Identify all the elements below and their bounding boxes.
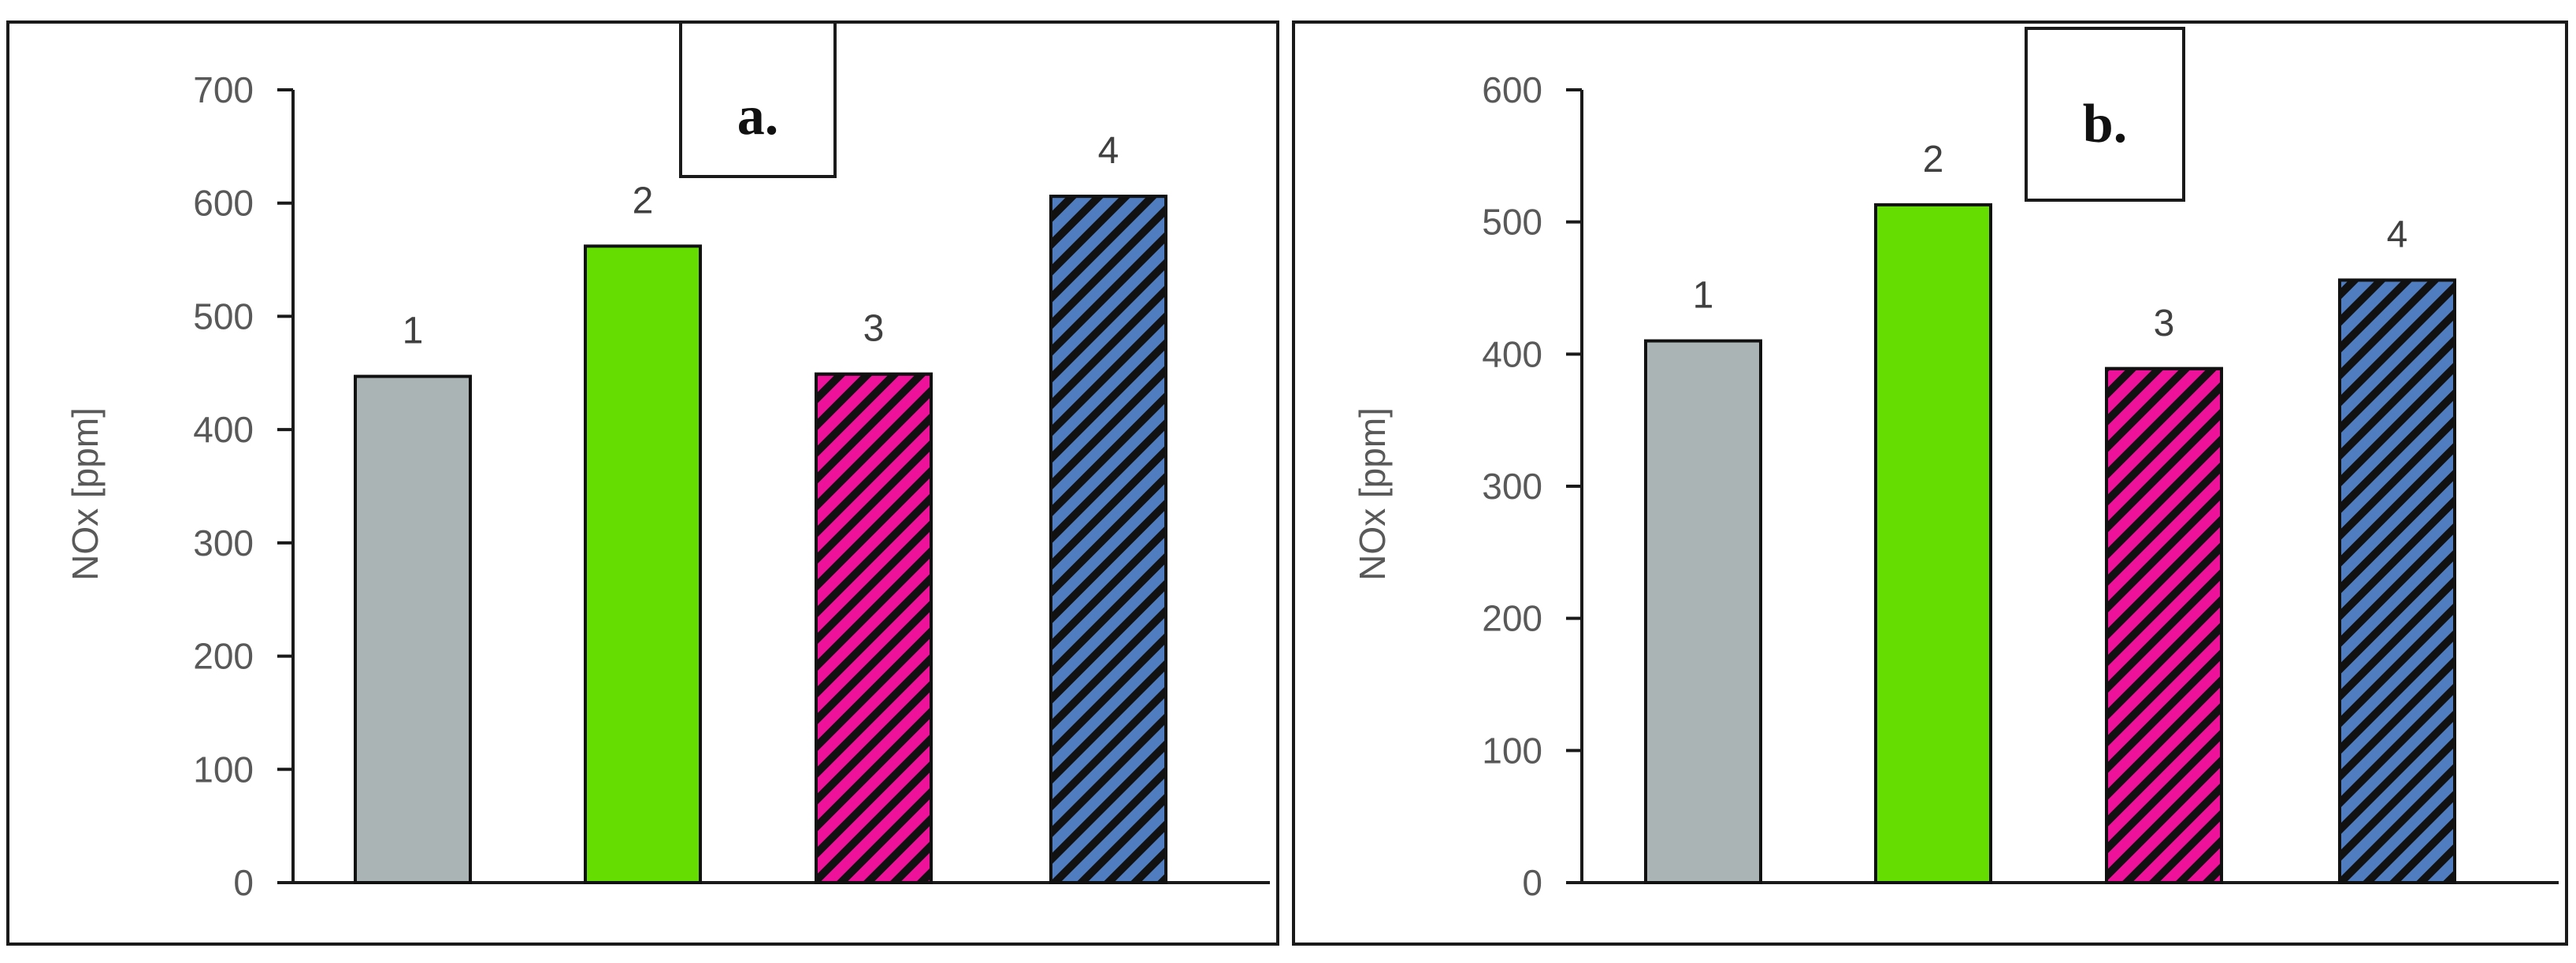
y-tick-label: 700: [193, 69, 254, 110]
y-tick-label: 200: [193, 636, 254, 677]
data-label-3: 3: [2154, 303, 2175, 344]
bar-2: [584, 244, 702, 884]
y-axis-label: NOx [ppm]: [1352, 407, 1393, 581]
data-label-1: 1: [1693, 275, 1714, 317]
data-label-4: 4: [2387, 214, 2408, 255]
data-label-3: 3: [863, 308, 885, 350]
y-tick-label: 600: [193, 183, 254, 224]
y-tick-label: 500: [193, 296, 254, 336]
chart-panel-a: 0 100 200 300 400 500 600 700 NOx [ppm] 1 2 3 4 a.: [6, 20, 1279, 946]
y-tick-label: 0: [233, 862, 254, 903]
data-label-2: 2: [633, 180, 654, 221]
y-tick-label: 600: [1482, 69, 1542, 110]
panel-label-box: [2025, 27, 2185, 202]
y-tick-label: 0: [1522, 862, 1542, 903]
panel-label-box: [679, 24, 837, 178]
bar-hatch-3: [815, 372, 933, 885]
y-tick-label: 100: [193, 749, 254, 790]
data-label-4: 4: [1098, 130, 1119, 172]
bar-1: [354, 374, 472, 884]
panel-label: a.: [737, 86, 779, 147]
data-label-2: 2: [1923, 139, 1944, 180]
y-tick-label: 200: [1482, 598, 1542, 639]
y-axis-label: NOx [ppm]: [65, 407, 106, 581]
panel-label: b.: [2083, 94, 2127, 154]
data-label-1: 1: [403, 310, 424, 352]
bar-hatch-3: [2105, 366, 2223, 884]
bar-chart-b: 0 100 200 300 400 500 600 NOx [ppm] 1 2 3 4 b.: [1352, 27, 2559, 903]
chart-panel-b: 0 100 200 300 400 500 600 NOx [ppm] 1 2 3 4 b.: [1292, 20, 2568, 946]
bar-2: [1874, 203, 1992, 884]
y-tick-label: 400: [193, 409, 254, 450]
y-tick-label: 100: [1482, 730, 1542, 771]
y-tick-label: 500: [1482, 202, 1542, 243]
y-tick-label: 300: [1482, 466, 1542, 507]
bar-chart-a: 0 100 200 300 400 500 600 700 NOx [ppm] 1 2 3 4 a.: [65, 24, 1270, 903]
bar-1: [1644, 339, 1762, 885]
y-tick-label: 400: [1482, 333, 1542, 374]
bar-hatch-4: [2338, 278, 2456, 884]
y-tick-label: 300: [193, 522, 254, 563]
bar-hatch-4: [1049, 195, 1167, 884]
